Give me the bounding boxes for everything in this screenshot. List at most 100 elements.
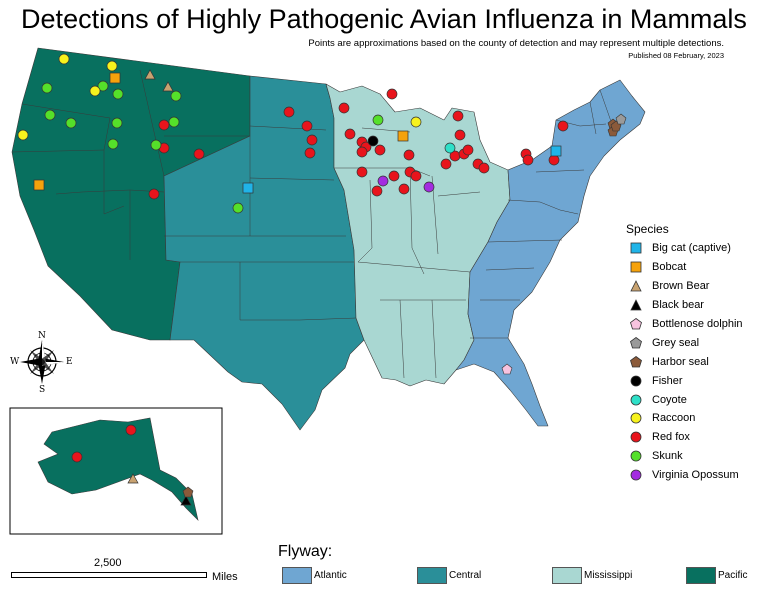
flyway-swatch-mississippi (552, 566, 582, 584)
species-legend-item: Red fox (626, 428, 768, 447)
compass-north-label: N (38, 331, 46, 341)
species-label: Bobcat (652, 261, 687, 274)
brown-bear-marker (162, 81, 174, 92)
red-fox-marker (386, 88, 398, 100)
species-label: Black bear (652, 299, 704, 312)
species-legend-item: Raccoon (626, 409, 768, 428)
flyway-legend-title: Flyway: (278, 543, 333, 560)
species-symbol (630, 261, 642, 273)
red-fox-marker (374, 144, 386, 156)
bobcat-marker (109, 72, 121, 84)
virginia-opossum-marker (423, 181, 435, 193)
bottlenose-dolphin-marker (501, 363, 513, 375)
red-fox-marker (304, 147, 316, 159)
red-fox-marker (301, 120, 313, 132)
grey-seal-marker (615, 113, 627, 125)
raccoon-marker (58, 53, 70, 65)
red-fox-marker (478, 162, 490, 174)
species-legend-item: Bottlenose dolphin (626, 315, 768, 334)
raccoon-marker (17, 129, 29, 141)
species-legend-item: Fisher (626, 371, 768, 390)
species-label: Harbor seal (652, 355, 709, 368)
scale-bar-unit: Miles (212, 571, 238, 583)
map-subtitle: Points are approximations based on the c… (308, 38, 724, 49)
coyote-marker (444, 142, 456, 154)
skunk-marker (44, 109, 56, 121)
species-label: Skunk (652, 450, 683, 463)
species-symbol (630, 450, 642, 462)
virginia-opossum-marker (377, 175, 389, 187)
raccoon-marker (106, 60, 118, 72)
species-legend-title: Species (626, 222, 669, 236)
flyway-label-mississippi: Mississippi (584, 569, 633, 581)
red-fox-marker (338, 102, 350, 114)
red-fox-markers (71, 88, 569, 463)
map-title: Detections of Highly Pathogenic Avian In… (21, 4, 747, 34)
species-symbol (630, 355, 642, 368)
red-fox-marker (548, 154, 560, 166)
skunk-marker (170, 90, 182, 102)
skunk-marker (112, 88, 124, 100)
brown-bear-marker (144, 69, 156, 80)
skunk-marker (372, 114, 384, 126)
species-symbol (630, 243, 642, 254)
species-legend-item: Bobcat (626, 258, 768, 277)
species-symbol (630, 299, 642, 311)
red-fox-marker (557, 120, 569, 132)
red-fox-marker (403, 149, 415, 161)
skunk-marker (65, 117, 77, 129)
red-fox-marker (125, 424, 137, 436)
red-fox-marker (158, 119, 170, 131)
species-symbol (630, 394, 642, 405)
species-legend-item: Brown Bear (626, 277, 768, 296)
species-legend-item: Virginia Opossum (626, 466, 768, 485)
bobcat-marker (397, 130, 409, 142)
flyway-legend-pacific: Pacific (686, 565, 747, 585)
species-legend: Species Big cat (captive) Bobcat Brown Bea… (626, 222, 768, 485)
published-date: Published 08 February, 2023 (628, 51, 724, 60)
species-symbol (630, 375, 642, 387)
species-label: Coyote (652, 393, 687, 406)
species-symbol (630, 318, 642, 330)
species-symbol (630, 336, 642, 349)
species-label: Virginia Opossum (652, 469, 739, 482)
bobcat-marker (33, 179, 45, 191)
compass-east-label: E (66, 357, 73, 367)
species-symbol (630, 413, 642, 424)
red-fox-marker (371, 185, 383, 197)
black-bear-marker (180, 495, 192, 506)
species-legend-item: Coyote (626, 390, 768, 409)
flyway-swatch-pacific (686, 566, 716, 584)
skunk-marker (97, 80, 109, 92)
red-fox-marker (462, 144, 474, 156)
species-label: Bottlenose dolphin (652, 318, 743, 330)
species-label: Fisher (652, 374, 683, 387)
brown-bear-marker (127, 473, 139, 484)
species-label: Grey seal (652, 336, 700, 349)
virginia-opossum-markers (377, 175, 435, 193)
red-fox-marker (388, 170, 400, 182)
flyway-swatch-central (417, 566, 447, 584)
skunk-marker (107, 138, 119, 150)
species-label: Brown Bear (652, 280, 710, 293)
brown-bear-markers (127, 69, 174, 484)
red-fox-marker (71, 451, 83, 463)
compass-west-label: W (10, 357, 20, 367)
compass-south-label: S (39, 385, 46, 395)
species-symbol (630, 280, 642, 292)
species-legend-item: Big cat (captive) (626, 239, 768, 258)
skunk-marker (168, 116, 180, 128)
species-label: Big cat (captive) (652, 242, 731, 255)
red-fox-marker (454, 129, 466, 141)
big-cat-markers (242, 145, 562, 194)
species-symbol (630, 431, 642, 443)
bobcat-markers (33, 72, 409, 191)
raccoon-marker (89, 85, 101, 97)
red-fox-marker (452, 110, 464, 122)
red-fox-marker (440, 158, 452, 170)
flyway-legend-central: Central (417, 565, 481, 585)
flyway-swatch-atlantic (282, 566, 312, 584)
species-legend-item: Black bear (626, 296, 768, 315)
species-symbol (630, 469, 642, 481)
